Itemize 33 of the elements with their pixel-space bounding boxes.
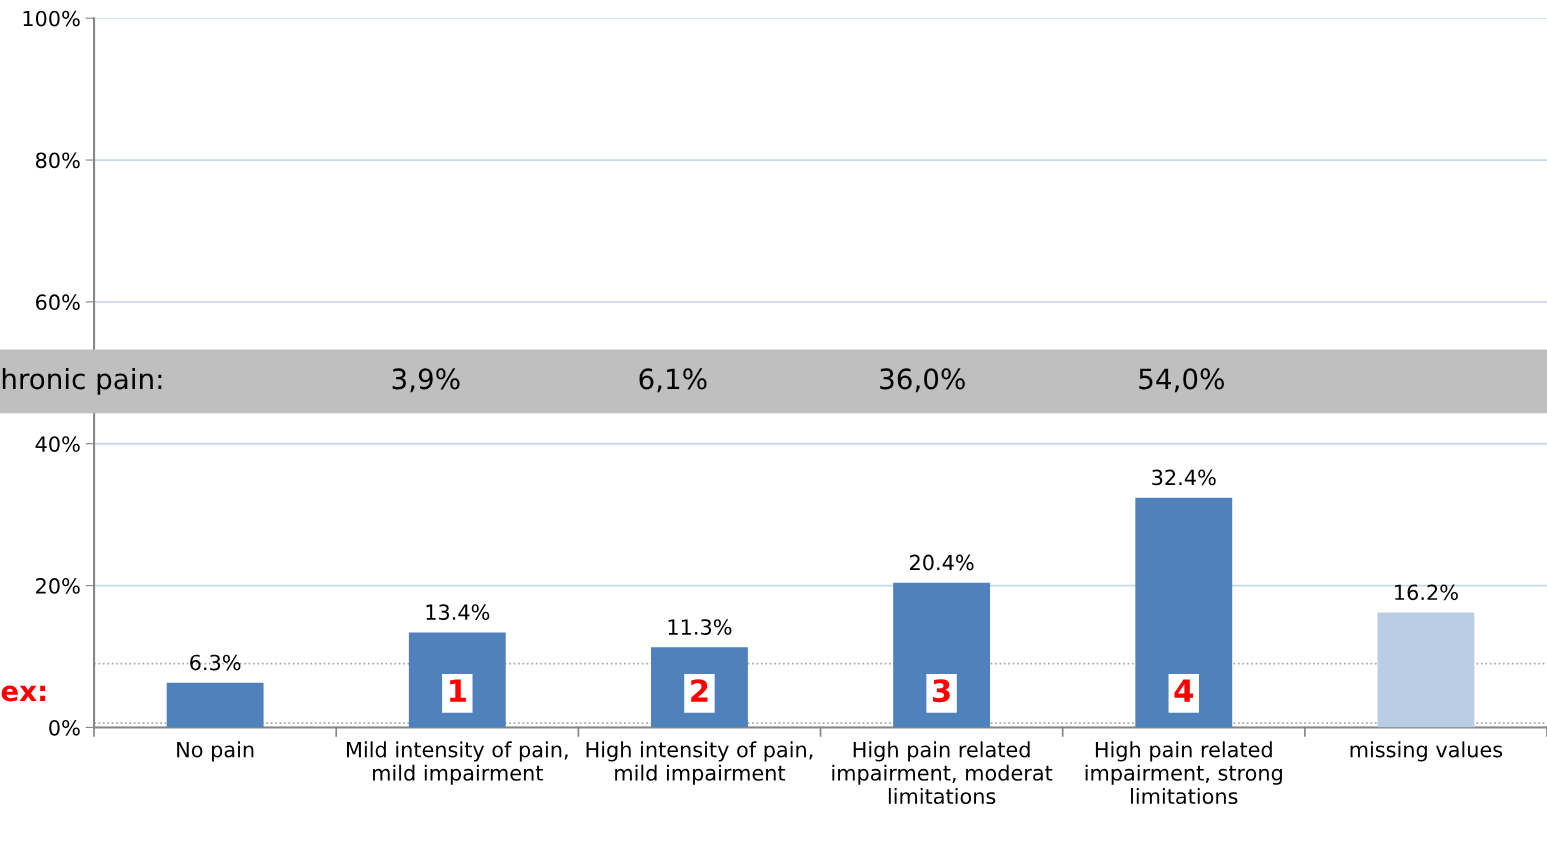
- bar: [1377, 612, 1475, 728]
- annotation: 1: [450, 679, 466, 702]
- x-tick-label: High pain related impairment, moderat limitations: [832, 741, 1053, 805]
- bar: [1135, 497, 1233, 728]
- data-label: 11.3%: [668, 619, 732, 635]
- y-tick-label: 100%: [23, 10, 80, 27]
- y-tick-label: 40%: [35, 436, 80, 452]
- y-tick-label: 60%: [36, 294, 80, 311]
- x-tick-label: Mild intensity of pain, mild impairment: [347, 741, 568, 785]
- y-tick-label: 80%: [35, 152, 80, 169]
- annotation: 36,0%: [880, 368, 965, 393]
- y-tick-label: 20%: [36, 578, 80, 594]
- text: ex:: [1, 685, 46, 702]
- x-tick-label: High pain related impairment, strong limitations: [1085, 741, 1282, 805]
- x-tick-label: High intensity of pain, mild impairment: [586, 741, 813, 785]
- bar: [408, 632, 506, 728]
- data-label: 16.2%: [1395, 584, 1458, 601]
- bar: [893, 582, 991, 728]
- data-label: 13.4%: [426, 604, 490, 621]
- data-label: 32.4%: [1152, 469, 1216, 486]
- annotation: 3: [933, 679, 950, 703]
- x-tick-label: missing values: [1350, 741, 1503, 762]
- annotation: 3,9%: [392, 368, 460, 393]
- x-tick-label: No pain: [177, 741, 254, 762]
- annotation: 4: [1174, 679, 1193, 702]
- y-tick-label: 0%: [49, 719, 80, 736]
- data-label: 6.3%: [190, 654, 241, 671]
- annotation: 6,1%: [639, 368, 707, 393]
- annotation: 54,0%: [1139, 368, 1224, 393]
- annotation: 2: [691, 679, 708, 702]
- data-label: 20.4%: [910, 554, 974, 571]
- bar: [166, 682, 264, 728]
- annotation: hronic pain:: [2, 367, 162, 395]
